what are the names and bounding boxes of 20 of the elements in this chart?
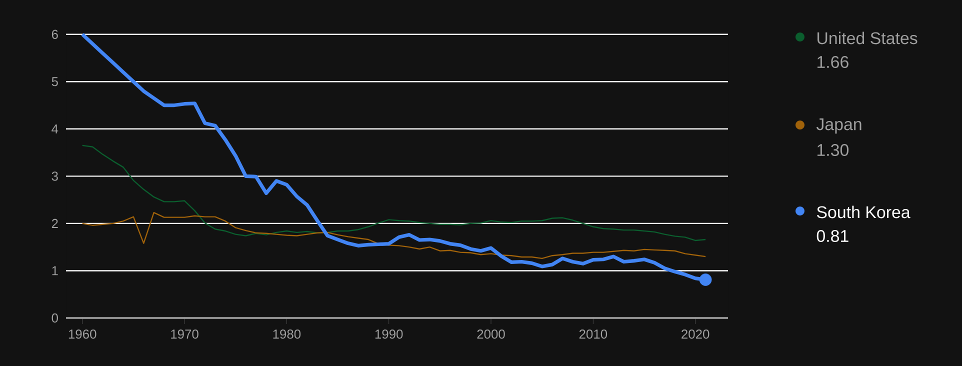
x-tick-label: 1970 [171,330,198,339]
legend-label: South Korea [816,206,910,218]
y-tick-label: 6 [52,30,58,39]
legend-label: Japan [816,118,862,134]
y-tick-label: 1 [52,266,58,276]
x-tick-label: 1980 [273,330,301,339]
text: 1.30 [818,144,849,156]
legend-label: United States [818,32,918,44]
x-tick-label: 2020 [682,330,710,339]
x-tick-label: 2010 [579,330,608,339]
y-tick-label: 5 [52,77,58,86]
text: 0.81 [816,230,848,242]
y-tick-label: 4 [52,124,58,134]
y-tick-label: 3 [52,172,58,181]
y-tick-label: 2 [52,218,58,228]
x-tick-label: 2000 [477,330,505,339]
text: 1.66 [818,56,848,68]
y-tick-label: 0 [52,313,58,323]
x-tick-label: 1990 [375,330,403,339]
x-tick-label: 1960 [68,330,96,339]
